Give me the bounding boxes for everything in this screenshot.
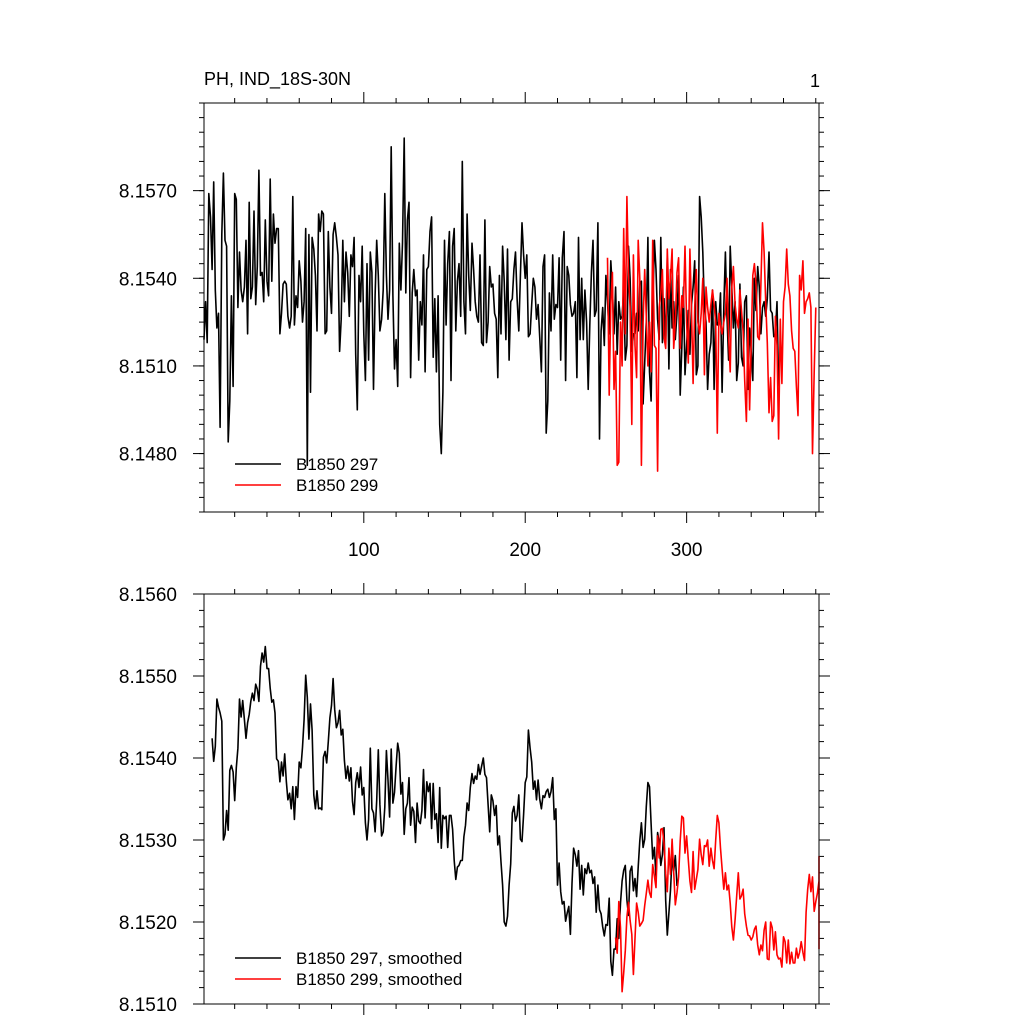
- top-panel: PH, IND_18S-30N 1 100 200 300 8.1570 8.1540 8…: [119, 69, 830, 561]
- series-line-0: [211, 645, 678, 977]
- bottom-axis-ticks: 8.1560 8.1550 8.1540 8.1530 8.1520 8.1510: [119, 583, 830, 1016]
- y-tick-label: 8.1520: [119, 913, 177, 934]
- y-tick-label: 8.1550: [119, 667, 177, 688]
- legend-label-0: B1850 297, smoothed: [296, 949, 462, 968]
- series-line-1: [606, 195, 817, 472]
- y-tick-label: 8.1540: [119, 749, 177, 770]
- x-tick-label: 100: [348, 540, 380, 561]
- y-tick-label: 8.1480: [119, 445, 177, 466]
- y-tick-label: 8.1510: [119, 357, 177, 378]
- chart-title: PH, IND_18S-30N: [204, 69, 351, 90]
- bottom-panel: 8.1560 8.1550 8.1540 8.1530 8.1520 8.1510 B18…: [119, 583, 830, 1016]
- series-line-0: [203, 137, 780, 467]
- legend-label-1: B1850 299, smoothed: [296, 970, 462, 989]
- top-plot-frame: [203, 102, 820, 513]
- corner-label: 1: [810, 71, 820, 91]
- y-tick-label: 8.1560: [119, 585, 177, 606]
- y-tick-label: 8.1530: [119, 831, 177, 852]
- legend-label-0: B1850 297: [296, 455, 378, 474]
- bottom-plot-frame: [203, 593, 820, 1005]
- series-line-1: [614, 814, 820, 993]
- x-tick-label: 200: [509, 540, 541, 561]
- y-tick-label: 8.1540: [119, 269, 177, 290]
- top-axis-ticks: 100 200 300 8.1570 8.1540 8.1510 8.1480: [119, 92, 830, 561]
- bottom-series-group: [211, 645, 820, 993]
- y-tick-label: 8.1570: [119, 182, 177, 203]
- x-tick-label: 300: [671, 540, 703, 561]
- y-tick-label: 8.1510: [119, 995, 177, 1016]
- top-legend: B1850 297 B1850 299: [235, 455, 378, 495]
- top-series-group: [203, 137, 817, 472]
- legend-label-1: B1850 299: [296, 476, 378, 495]
- bottom-legend: B1850 297, smoothed B1850 299, smoothed: [235, 949, 462, 989]
